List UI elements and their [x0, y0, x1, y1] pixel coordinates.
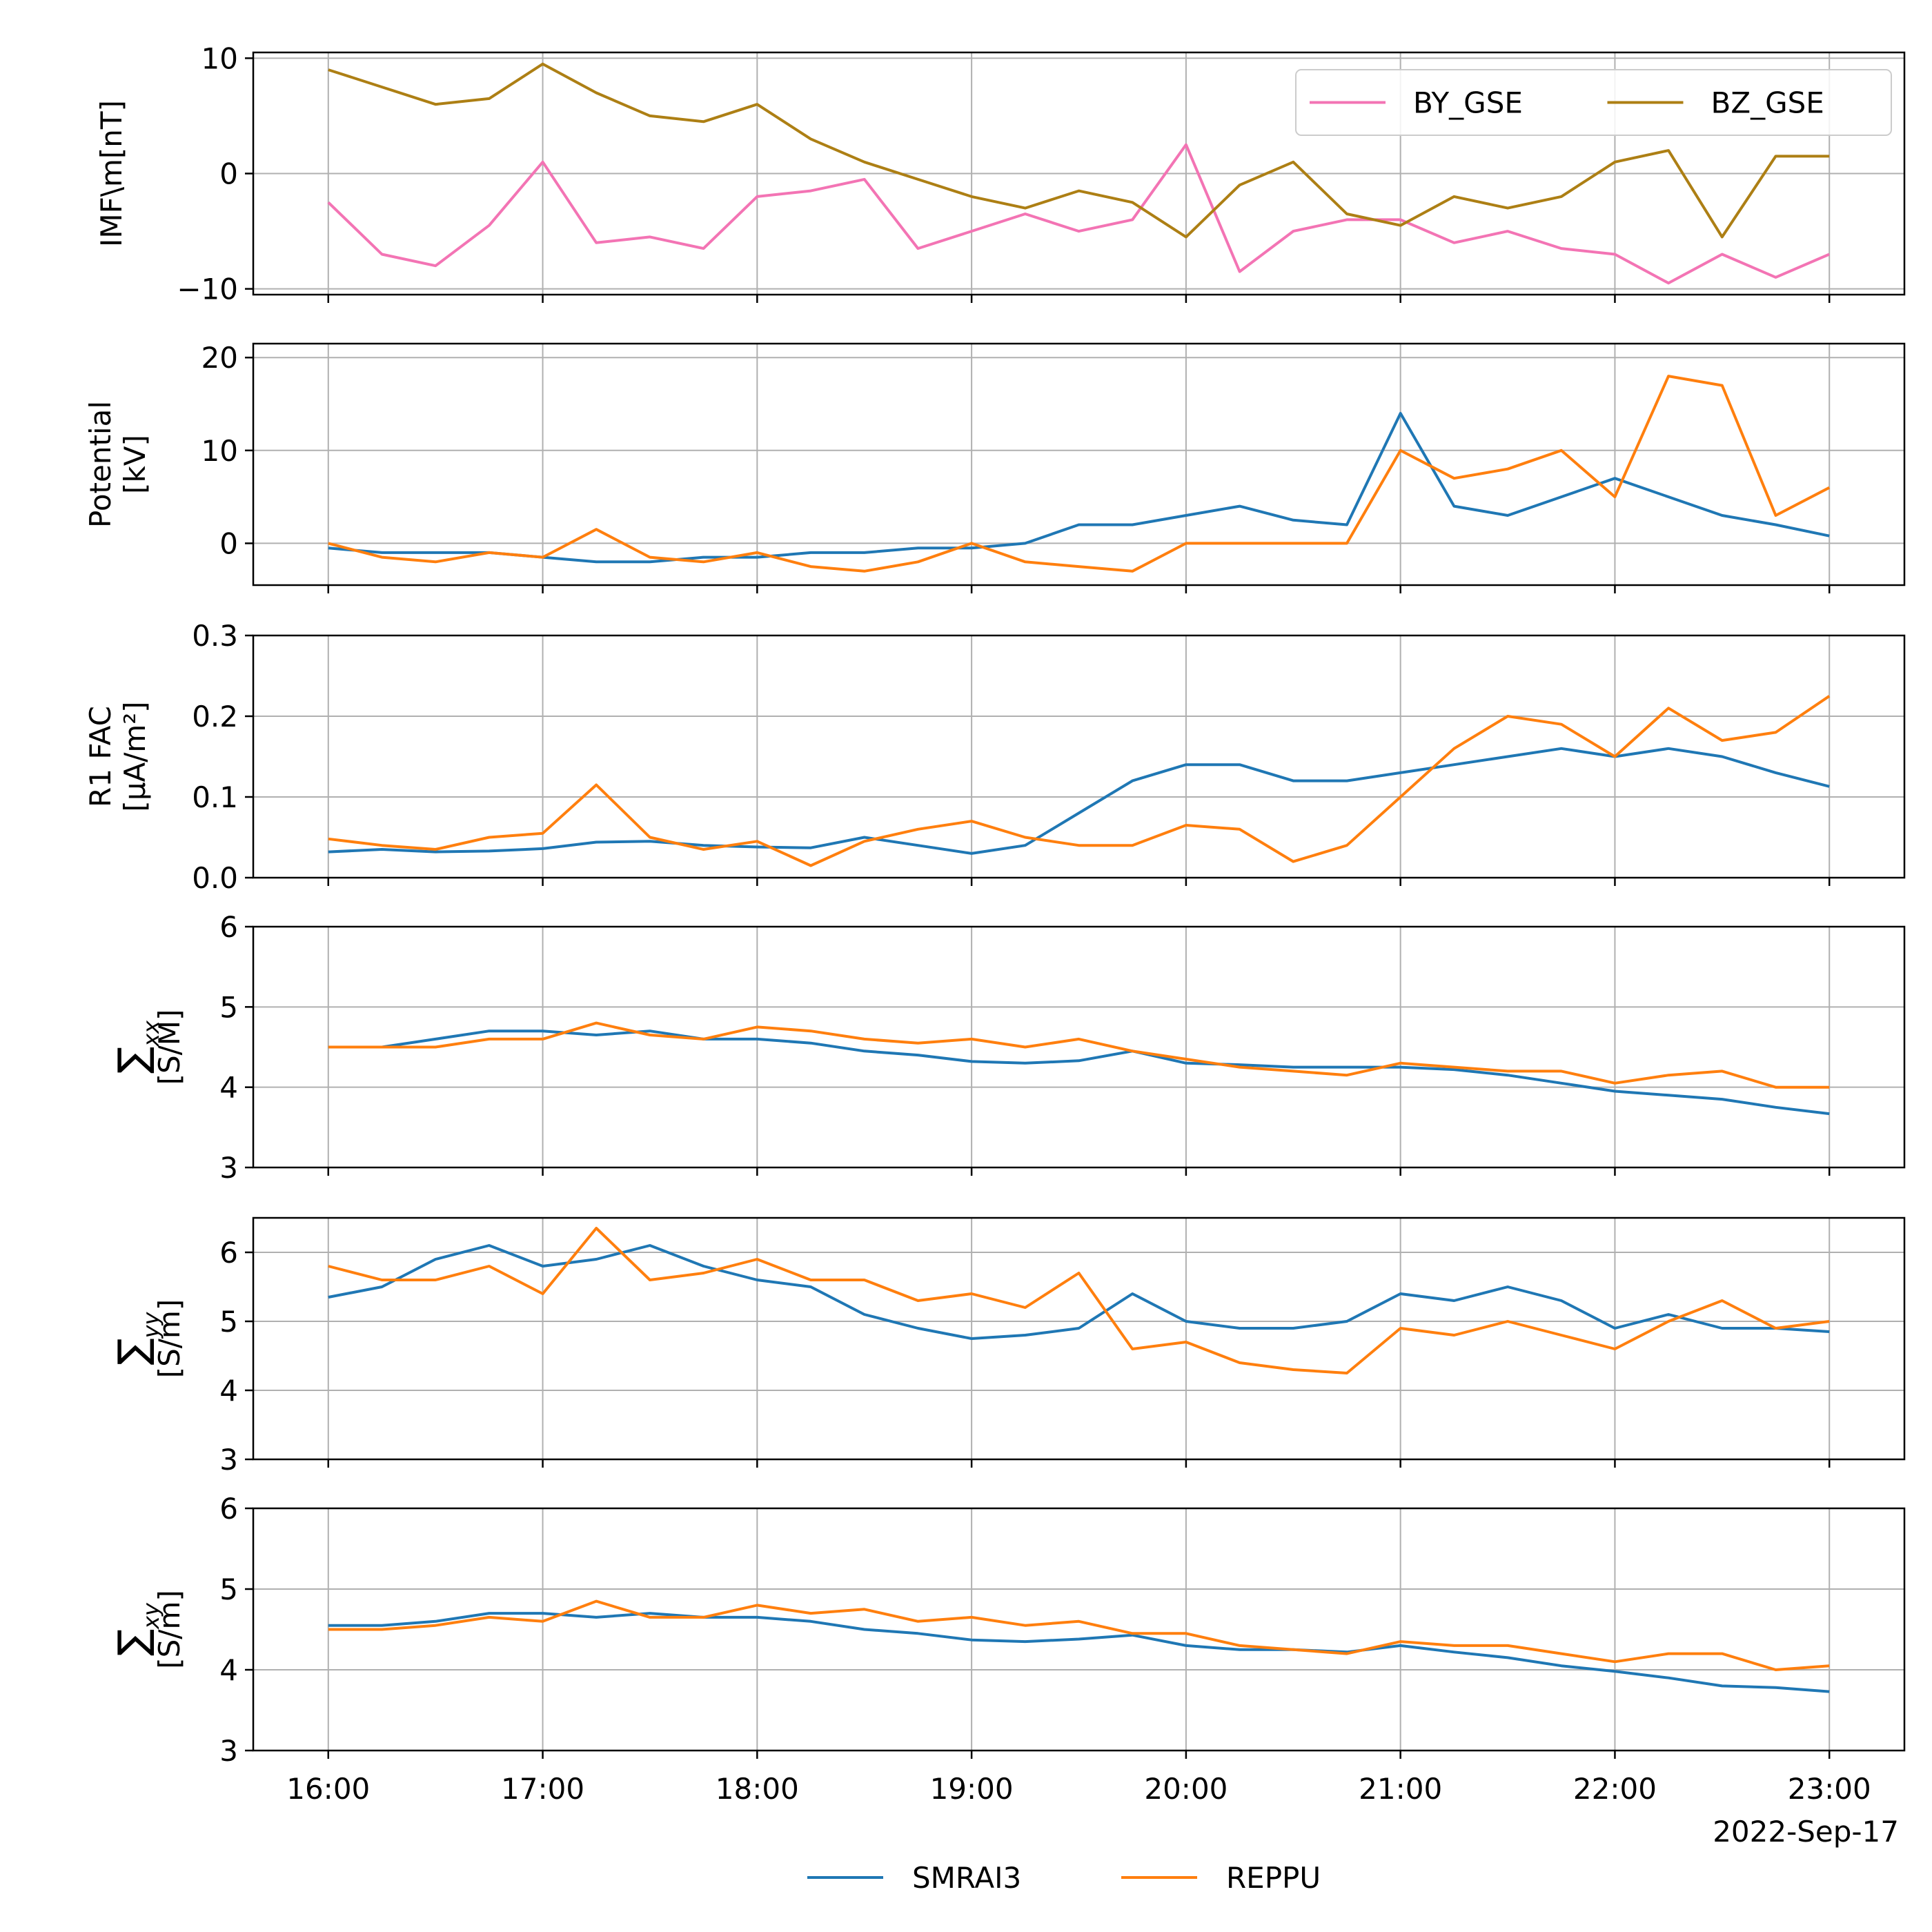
y-axis-label: ∑yy	[109, 1311, 164, 1365]
panel-3: 0.0 0.1 0.2 0.3 R1 FAC [μA/m²]	[83, 619, 1906, 895]
legend-label: BY_GSE	[1413, 86, 1523, 120]
shared-x-axis: 16:00 17:00 18:00 19:00 20:00 21:00 22:00 23:00…	[286, 1772, 1899, 1849]
y-axis-label: Potential	[83, 401, 117, 528]
x-tick-label: 21:00	[1359, 1772, 1442, 1806]
y-tick-label: 5	[219, 990, 238, 1024]
y-axis-unit-label: [S/m]	[152, 1299, 186, 1379]
y-axis-unit-label: [S/M]	[152, 1009, 186, 1085]
y-tick-label: 10	[201, 434, 238, 468]
series-line-reppu	[328, 1227, 1830, 1374]
shared-legend-label: REPPU	[1226, 1861, 1321, 1895]
y-axis-label: ∑xy	[109, 1602, 164, 1656]
y-tick-label: 0	[219, 157, 238, 191]
y-axis-label: R1 FAC	[83, 706, 117, 807]
panel-2: 0 10 20 Potential [kV]	[83, 341, 1906, 593]
y-axis-unit-label: [μA/m²]	[118, 701, 152, 811]
y-axis-unit-label: [kV]	[118, 435, 152, 494]
series-line-reppu	[328, 695, 1831, 867]
axes-frame	[252, 342, 1906, 586]
y-tick-label: 0.1	[192, 780, 238, 814]
legend-box	[1295, 69, 1892, 136]
series-line-smrai3	[328, 412, 1830, 564]
series-line-smrai3	[328, 747, 1830, 855]
x-tick-label: 19:00	[930, 1772, 1014, 1806]
axes-frame	[252, 634, 1906, 879]
y-tick-label: 5	[219, 1305, 238, 1339]
y-tick-label: 3	[219, 1734, 238, 1768]
x-tick-label: 18:00	[716, 1772, 799, 1806]
x-tick-label: 22:00	[1573, 1772, 1657, 1806]
y-tick-label: 3	[219, 1151, 238, 1185]
y-tick-label: 0.0	[192, 861, 238, 895]
series-line-smrai3	[328, 1244, 1830, 1340]
series-line-smrai3	[328, 1612, 1830, 1693]
x-tick-label: 23:00	[1788, 1772, 1871, 1806]
panels: −10 0 10 IMF\m[nT] BY_GSE BZ_GSE 0 10 20 Potentia…	[83, 41, 1906, 1768]
y-tick-label: 4	[219, 1071, 238, 1105]
y-axis-label: ∑xx	[109, 1020, 164, 1074]
y-tick-label: 5	[219, 1573, 238, 1606]
x-tick-label: 20:00	[1144, 1772, 1228, 1806]
x-date-label: 2022-Sep-17	[1713, 1815, 1899, 1849]
panel-1: −10 0 10 IMF\m[nT] BY_GSE BZ_GSE	[95, 41, 1906, 306]
y-tick-label: 20	[201, 341, 238, 375]
series-line-reppu	[328, 1021, 1830, 1089]
y-tick-label: 0.2	[192, 700, 238, 733]
y-axis-unit-label: [S/m]	[152, 1590, 186, 1669]
axes-frame	[252, 925, 1906, 1169]
y-tick-label: 0.3	[192, 619, 238, 653]
y-tick-label: 0	[219, 526, 238, 560]
y-tick-label: 10	[201, 41, 238, 75]
series-line-bz-gse	[328, 62, 1830, 239]
x-tick-label: 16:00	[286, 1772, 370, 1806]
legend: BY_GSE BZ_GSE	[1295, 69, 1892, 136]
shared-legend: SMRAI3 REPPU	[807, 1861, 1321, 1895]
axes-frame	[252, 1216, 1906, 1461]
y-axis-label: IMF\m[nT]	[95, 100, 128, 247]
y-tick-label: 6	[219, 1492, 238, 1526]
legend-label: BZ_GSE	[1711, 86, 1824, 120]
series-line-by-gse	[327, 143, 1830, 285]
series-line-reppu	[328, 375, 1831, 573]
axes-frame	[252, 1507, 1906, 1752]
shared-legend-label: SMRAI3	[912, 1861, 1021, 1895]
y-tick-label: 4	[219, 1374, 238, 1408]
x-tick-label: 17:00	[501, 1772, 584, 1806]
series-line-smrai3	[328, 1029, 1830, 1116]
panel-4: 3 4 5 6 ∑xx[S/M]	[109, 910, 1906, 1185]
y-tick-label: 4	[219, 1653, 238, 1687]
y-tick-label: 6	[219, 1236, 238, 1270]
panel-5: 3 4 5 6 ∑yy[S/m]	[109, 1216, 1906, 1477]
panel-6: 3 4 5 6 ∑xy[S/m]	[109, 1492, 1906, 1768]
y-tick-label: 6	[219, 910, 238, 944]
y-tick-label: −10	[177, 273, 238, 306]
y-tick-label: 3	[219, 1443, 238, 1477]
series-line-reppu	[328, 1599, 1830, 1671]
